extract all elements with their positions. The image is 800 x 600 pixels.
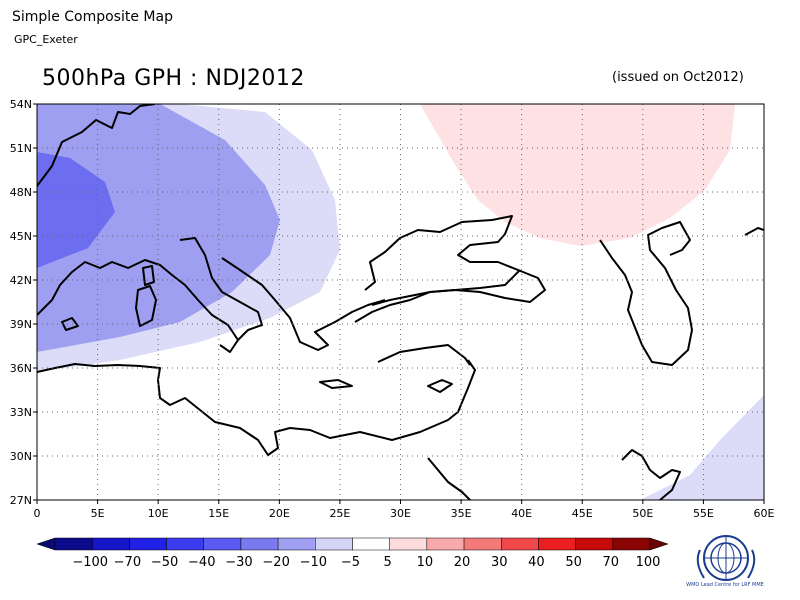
wmo-logo-icon xyxy=(696,535,756,581)
lat-tick-label: 42N xyxy=(10,274,32,287)
colorbar-label: 100 xyxy=(636,555,661,570)
colorbar-label: −40 xyxy=(188,555,215,570)
lat-tick-label: 45N xyxy=(10,230,32,243)
lon-tick-label: 40E xyxy=(511,507,532,520)
colorbar-segment xyxy=(463,537,502,551)
lon-axis: 0 5E 10E 15E 20E 25E 30E 35E 40E 45E 50E 55E 60E xyxy=(34,500,775,520)
colorbar-segment xyxy=(54,537,93,551)
colorbar-segment xyxy=(277,537,316,551)
lat-tick-label: 39N xyxy=(10,318,32,331)
colorbar: −100 −70 −50 −40 −30 −20 −10 −5 5 10 20 30 40 50 70 100 xyxy=(36,537,669,570)
lon-tick-label: 20E xyxy=(269,507,290,520)
coastlines xyxy=(37,104,764,500)
island-small-west xyxy=(61,317,79,331)
lon-tick-label: 5E xyxy=(91,507,105,520)
lon-tick-label: 35E xyxy=(451,507,472,520)
colorbar-label: 10 xyxy=(417,555,434,570)
lon-tick-label: 25E xyxy=(329,507,350,520)
coastline-italy-east xyxy=(179,237,263,341)
island-sardinia xyxy=(135,285,157,327)
lon-tick-label: 0 xyxy=(34,507,41,520)
page-subtitle: GPC_Exeter xyxy=(14,33,78,46)
colorbar-label: −30 xyxy=(225,555,252,570)
colorbar-label: −20 xyxy=(262,555,289,570)
colorbar-segment xyxy=(315,537,353,551)
colorbar-segment xyxy=(575,537,614,551)
colorbar-segment xyxy=(612,537,651,551)
lat-tick-label: 48N xyxy=(10,186,32,199)
colorbar-segment xyxy=(166,537,204,551)
lat-axis: 54N 51N 48N 45N 42N 39N 36N 33N 30N 27N xyxy=(10,98,37,507)
lat-tick-label: 27N xyxy=(10,494,32,507)
lon-tick-label: 30E xyxy=(390,507,411,520)
colorbar-label: 70 xyxy=(603,555,620,570)
colorbar-segment xyxy=(129,537,167,551)
lon-tick-label: 60E xyxy=(754,507,775,520)
lon-tick-label: 50E xyxy=(632,507,653,520)
lat-tick-label: 36N xyxy=(10,362,32,375)
positive-anomaly-light xyxy=(420,104,735,246)
coastline-arabia xyxy=(621,449,681,500)
colorbar-label: 40 xyxy=(528,555,545,570)
island-corsica xyxy=(142,265,155,286)
coastline-red-sea xyxy=(427,457,471,500)
map-title: 500hPa GPH : NDJ2012 xyxy=(42,66,305,91)
coastline-north-africa xyxy=(37,359,476,456)
colorbar-segment xyxy=(538,537,576,551)
lon-tick-label: 45E xyxy=(572,507,593,520)
lat-tick-label: 30N xyxy=(10,450,32,463)
colorbar-segment xyxy=(426,537,465,551)
colorbar-label: 50 xyxy=(565,555,582,570)
coastline-levant xyxy=(377,344,471,366)
colorbar-segment xyxy=(203,537,242,551)
colorbar-label: 5 xyxy=(384,555,392,570)
colorbar-segment xyxy=(501,537,539,551)
colorbar-arrow-left xyxy=(36,537,56,551)
negative-anomaly-strong xyxy=(37,152,115,268)
issued-date: (issued on Oct2012) xyxy=(612,70,744,85)
negative-anomaly-southeast xyxy=(640,395,764,500)
lat-tick-label: 51N xyxy=(10,142,32,155)
coastline-iberia-france xyxy=(37,259,239,353)
island-cyprus xyxy=(427,379,453,393)
coastline-east xyxy=(744,227,764,236)
colorbar-segment xyxy=(352,537,390,551)
lat-tick-label: 33N xyxy=(10,406,32,419)
colorbar-label: −70 xyxy=(114,555,141,570)
island-crete xyxy=(319,379,353,389)
coastline-balkans xyxy=(221,257,386,351)
lat-tick-label: 54N xyxy=(10,98,32,111)
colorbar-label: 30 xyxy=(491,555,508,570)
coastline-caspian xyxy=(599,221,693,366)
logo-caption: WMO Lead Centre for LRF MME xyxy=(686,582,764,588)
lon-tick-label: 55E xyxy=(693,507,714,520)
colorbar-label: −100 xyxy=(72,555,108,570)
colorbar-label: 20 xyxy=(454,555,471,570)
lon-tick-label: 10E xyxy=(148,507,169,520)
coastline-black-sea xyxy=(364,215,546,306)
map-grid xyxy=(37,104,764,500)
colorbar-segment xyxy=(389,537,428,551)
lon-tick-label: 15E xyxy=(208,507,229,520)
coastline-western-europe xyxy=(37,104,156,187)
colorbar-arrow-right xyxy=(649,537,669,551)
colorbar-segment xyxy=(240,537,279,551)
colorbar-label: −50 xyxy=(151,555,178,570)
page-title: Simple Composite Map xyxy=(12,9,173,25)
colorbar-label: −10 xyxy=(300,555,327,570)
colorbar-label: −5 xyxy=(341,555,360,570)
colorbar-segment xyxy=(91,537,130,551)
